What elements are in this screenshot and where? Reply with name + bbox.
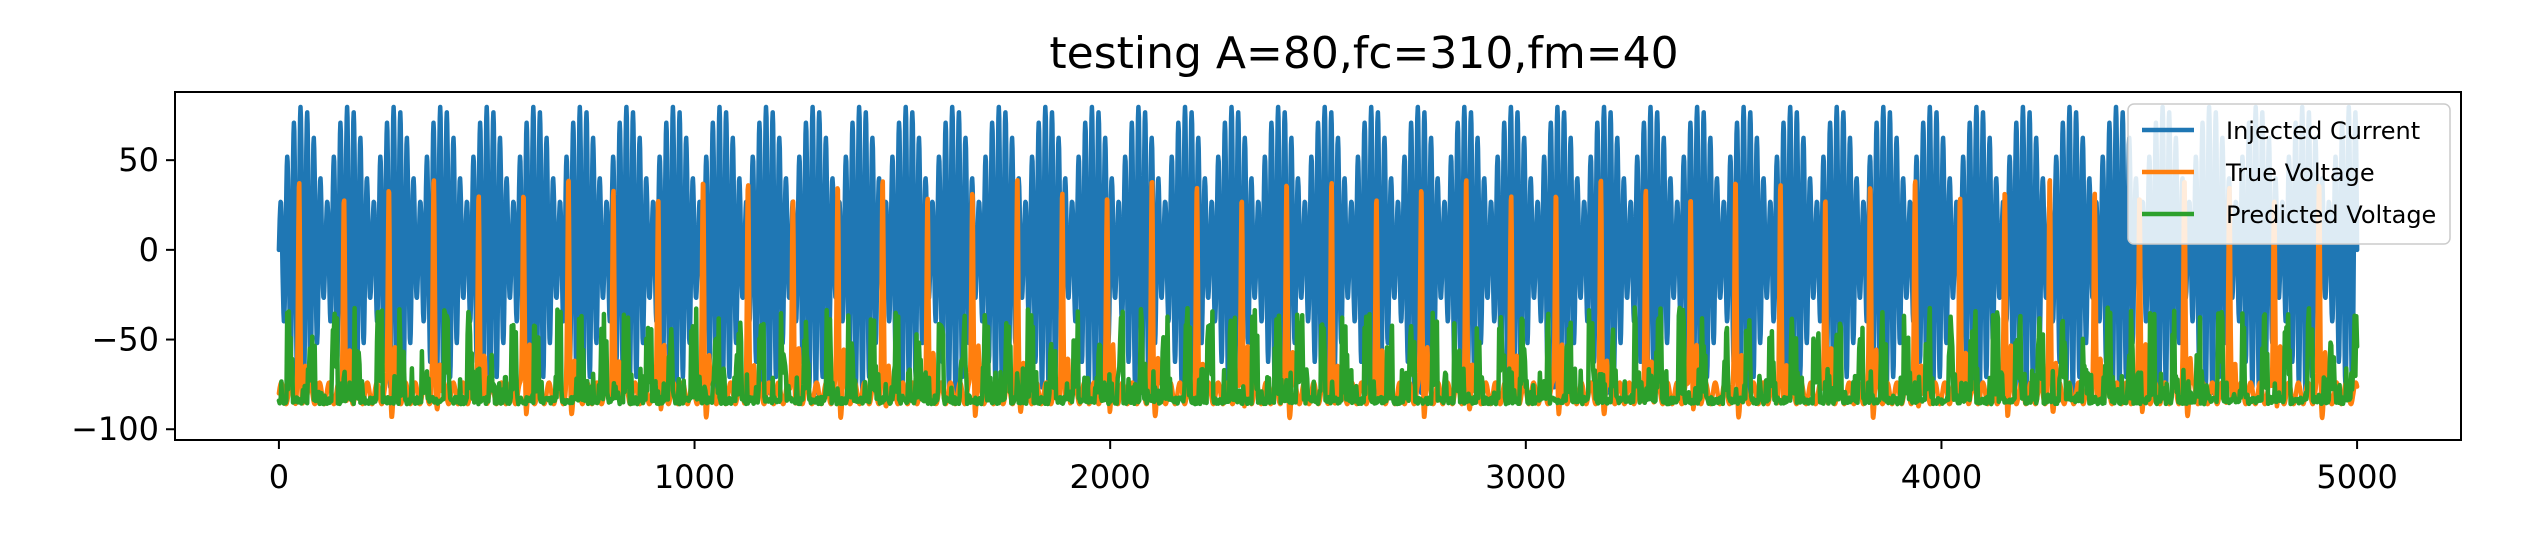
series-predicted-voltage [276,305,2360,407]
x-tick-label: 3000 [1485,458,1566,496]
legend-box [2127,103,2451,245]
legend-label-true-voltage: True Voltage [2225,159,2375,187]
x-tick-label: 1000 [654,458,735,496]
y-axis: 50 0 −50 −100 [71,141,175,448]
x-tick-label: 4000 [1901,458,1982,496]
x-axis: 0 1000 2000 3000 4000 5000 [269,440,2398,496]
x-tick-label: 2000 [1069,458,1150,496]
legend: Injected Current True Voltage Predicted … [2127,103,2451,245]
chart-title: testing A=80,fc=310,fm=40 [1049,28,1678,79]
y-tick-label: −100 [71,410,159,448]
x-tick-label: 0 [269,458,289,496]
legend-item-injected-current: Injected Current [2142,117,2420,145]
y-tick-label: 0 [139,231,159,269]
legend-item-predicted-voltage: Predicted Voltage [2142,201,2436,229]
x-tick-label: 5000 [2316,458,2397,496]
y-tick-label: 50 [118,141,159,179]
plot-area [174,91,2462,441]
series-injected-current [276,104,2360,395]
plot-frame [174,91,2462,441]
y-tick-label: −50 [91,321,159,359]
legend-label-injected-current: Injected Current [2226,117,2420,145]
legend-item-true-voltage: True Voltage [2142,159,2375,187]
legend-label-predicted-voltage: Predicted Voltage [2226,201,2436,229]
